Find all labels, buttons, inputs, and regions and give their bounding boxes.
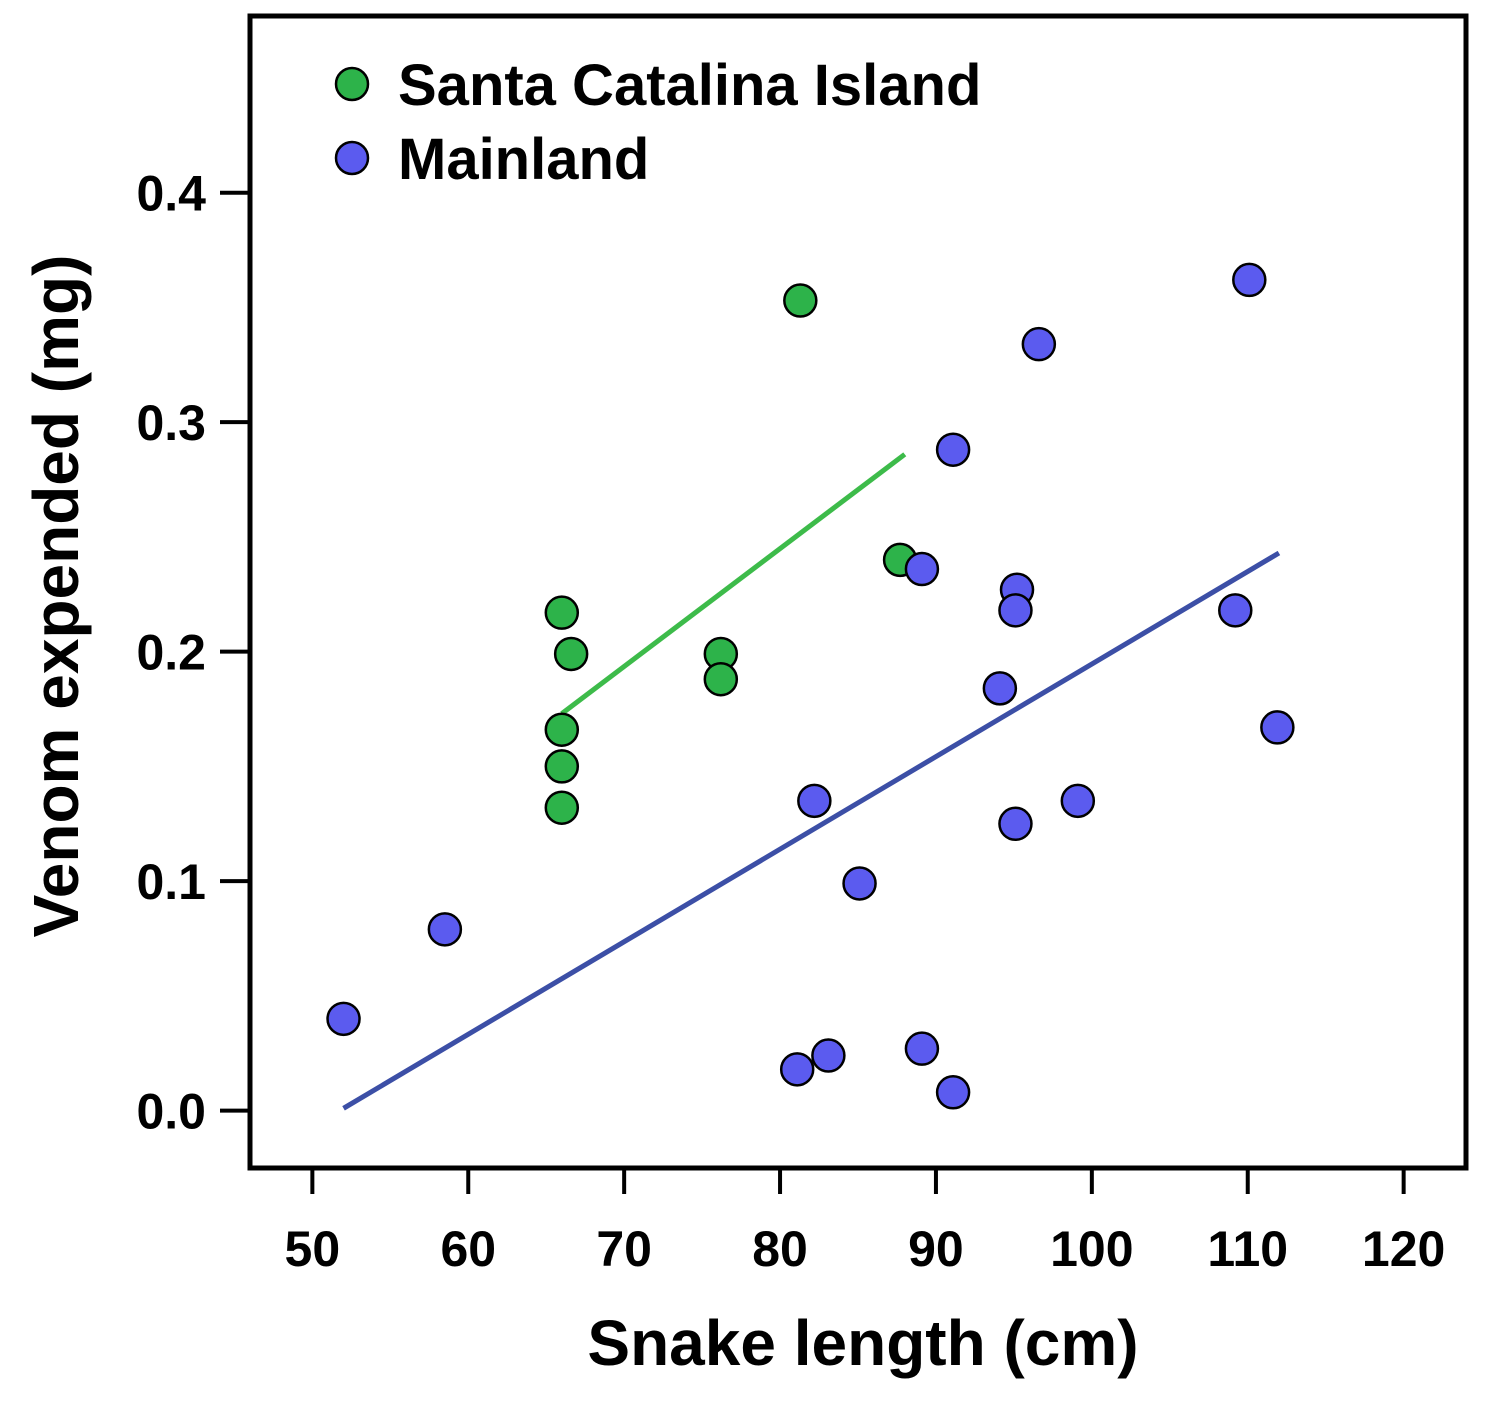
data-point [982,671,1018,706]
data-point [544,749,580,784]
x-tick-label: 50 [285,1221,341,1277]
y-tick-label: 0.0 [136,1084,206,1140]
y-tick-label: 0.2 [136,625,206,681]
data-point [427,912,463,947]
data-point [783,283,818,318]
x-axis-title: Snake length (cm) [587,1307,1138,1379]
x-tick-label: 90 [908,1221,964,1277]
data-point [842,866,877,901]
data-point [544,595,580,630]
data-point [1021,326,1057,362]
fit-line [342,550,1281,1111]
x-tick-label: 120 [1362,1221,1445,1277]
fit-line [560,452,907,716]
x-tick-label: 110 [1207,1221,1288,1277]
data-point [1060,783,1096,819]
y-axis: 0.0 0.1 0.2 0.3 0.4 [136,166,250,1140]
legend: Santa Catalina Island Mainland [334,53,981,192]
data-point [1260,710,1295,745]
data-point [1218,593,1253,628]
data-point [935,432,971,467]
data-point [998,593,1033,628]
legend-marker [334,140,370,176]
data-point [811,1038,846,1073]
data-point [904,551,940,587]
y-tick-label: 0.3 [136,395,206,451]
x-axis: 50 60 70 80 90 100 110 120 [285,1168,1445,1277]
data-point [779,1052,815,1087]
data-point [935,1075,971,1110]
fit-lines [342,452,1281,1111]
legend-label: Mainland [398,127,649,192]
y-tick-label: 0.1 [136,854,206,910]
x-tick-label: 100 [1050,1221,1133,1277]
plot-frame [247,13,1469,1171]
data-point [544,790,580,825]
data-point [326,1001,361,1037]
legend-label: Santa Catalina Island [398,53,981,118]
data-point [544,712,580,747]
x-tick-label: 60 [440,1221,496,1277]
data-point [998,806,1033,842]
data-point [703,661,739,697]
x-tick-label: 80 [752,1221,808,1277]
data-point [1232,262,1267,298]
y-axis-title: Venom expended (mg) [20,255,92,938]
data-points [326,262,1295,1110]
data-point [904,1031,940,1066]
y-tick-label: 0.4 [136,166,206,222]
data-point [797,783,832,819]
x-tick-label: 70 [596,1221,652,1277]
legend-marker [334,66,370,102]
data-point [553,636,589,672]
